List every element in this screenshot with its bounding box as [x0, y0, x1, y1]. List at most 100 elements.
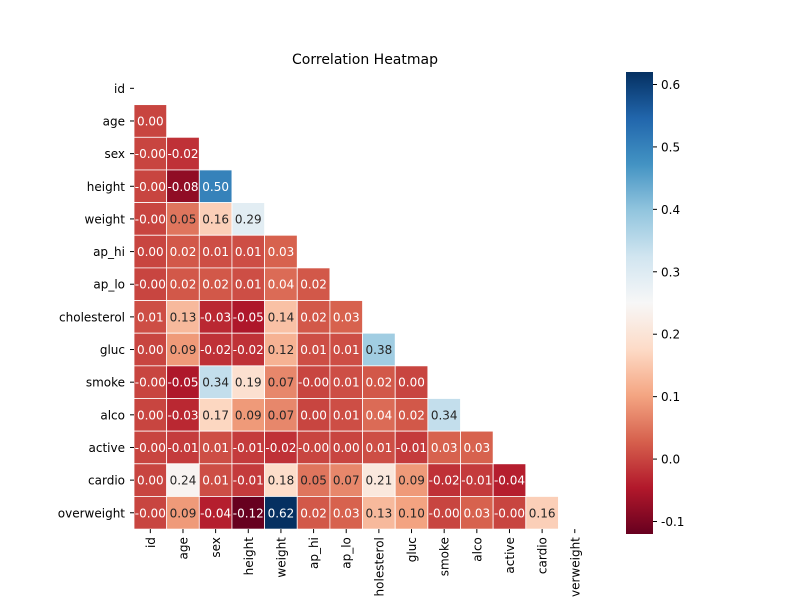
cell-value-label: 0.00 — [300, 408, 327, 422]
y-tick-label: active — [89, 441, 125, 455]
heatmap-cell — [329, 496, 363, 530]
y-tick-label: cholesterol — [59, 310, 125, 324]
heatmap-cell — [133, 398, 168, 432]
heatmap-cell — [296, 267, 331, 301]
cell-value-label: 0.01 — [137, 310, 164, 324]
cell-value-label: 0.00 — [137, 114, 164, 128]
heatmap-cell — [198, 169, 233, 203]
cell-value-label: -0.03 — [167, 408, 198, 422]
heatmap-cell — [460, 430, 494, 465]
cell-value-label: 0.00 — [137, 343, 164, 357]
cell-value-label: -0.01 — [233, 441, 264, 455]
cell-value-label: 0.02 — [170, 278, 197, 292]
cell-value-label: -0.01 — [396, 441, 427, 455]
cell-value-label: 0.05 — [170, 212, 197, 226]
cell-value-label: 0.01 — [333, 343, 360, 357]
x-axis-labels: id age sex height weight ap_hi ap_lo holesterol… — [144, 529, 582, 597]
cell-value-label: 0.01 — [235, 245, 262, 259]
x-tick-label: cardio — [536, 537, 550, 574]
heatmap-cell — [394, 398, 429, 432]
heatmap-cell — [166, 267, 200, 301]
heatmap-cell — [296, 365, 331, 399]
y-tick-label: smoke — [86, 376, 125, 390]
heatmap-cell — [166, 398, 200, 432]
colorbar-tick-label: -0.1 — [661, 515, 684, 529]
cell-value-label: 0.00 — [333, 441, 360, 455]
cell-value-label: -0.01 — [233, 474, 264, 488]
cell-value-label: 0.09 — [235, 408, 262, 422]
heatmap-cell — [264, 398, 298, 432]
cell-value-label: 0.12 — [268, 343, 295, 357]
cell-value-label: 0.14 — [268, 310, 295, 324]
cell-value-label: 0.03 — [431, 441, 458, 455]
heatmap-cell — [166, 234, 200, 269]
heatmap-cell — [133, 365, 168, 399]
heatmap-cell — [133, 496, 168, 530]
y-tick-label: weight — [85, 212, 126, 226]
cell-value-label: -0.00 — [135, 506, 166, 520]
cell-value-label: 0.02 — [202, 278, 229, 292]
cell-value-label: 0.01 — [300, 343, 327, 357]
colorbar-tick-label: 0.5 — [661, 140, 680, 154]
cell-value-label: -0.04 — [494, 474, 525, 488]
y-tick-label: gluc — [100, 343, 125, 357]
heatmap-cell — [427, 398, 461, 432]
y-tick-label: overweight — [58, 506, 126, 520]
x-tick-label: sex — [209, 537, 223, 558]
heatmap-cell — [231, 202, 265, 236]
cell-value-label: 0.03 — [463, 506, 490, 520]
cell-value-label: 0.00 — [137, 474, 164, 488]
cell-value-label: -0.02 — [265, 441, 296, 455]
cell-value-label: -0.00 — [135, 180, 166, 194]
cell-value-label: 0.03 — [333, 506, 360, 520]
heatmap-cell — [296, 463, 331, 497]
cell-value-label: 0.29 — [235, 212, 262, 226]
cell-value-label: -0.00 — [494, 506, 525, 520]
cell-value-label: 0.09 — [170, 506, 197, 520]
y-axis-labels: id age sex height weight ap_hi ap_lo cholestero… — [58, 82, 134, 520]
heatmap-cell — [362, 463, 396, 497]
x-tick-label: gluc — [405, 537, 419, 562]
heatmap-cell — [296, 300, 331, 334]
colorbar-tick-label: 0.1 — [661, 390, 680, 404]
colorbar-tick-label: 0.6 — [661, 78, 680, 92]
heatmap-cell — [296, 430, 331, 465]
cell-value-label: 0.01 — [333, 408, 360, 422]
heatmap-cell — [427, 463, 461, 497]
cell-value-label: 0.34 — [202, 376, 229, 390]
x-tick-label: ap_hi — [307, 537, 321, 569]
cell-value-label: -0.03 — [200, 310, 231, 324]
y-tick-label: cardio — [88, 474, 125, 488]
y-tick-label: sex — [104, 147, 125, 161]
colorbar-tick-label: 0.2 — [661, 328, 680, 342]
x-tick-label: smoke — [438, 537, 452, 576]
y-tick-label: age — [103, 114, 125, 128]
heatmap-cell — [231, 463, 265, 497]
heatmap-cell — [198, 332, 233, 367]
cell-value-label: 0.02 — [300, 278, 327, 292]
cell-value-label: 0.07 — [333, 474, 360, 488]
cell-value-label: 0.05 — [300, 474, 327, 488]
cell-value-label: 0.01 — [202, 245, 229, 259]
cell-value-label: -0.00 — [298, 441, 329, 455]
heatmap-cell — [525, 496, 559, 530]
cell-value-label: 0.50 — [202, 180, 229, 194]
colorbar-tick-label: 0.3 — [661, 265, 680, 279]
cell-value-label: -0.02 — [233, 343, 264, 357]
x-tick-label: age — [176, 537, 190, 559]
heatmap-cell — [198, 463, 233, 497]
cell-value-label: 0.00 — [137, 245, 164, 259]
cell-value-label: -0.00 — [135, 147, 166, 161]
colorbar-gradient — [626, 72, 653, 534]
x-tick-label: alco — [470, 537, 484, 562]
cell-value-label: 0.02 — [366, 376, 393, 390]
heatmap-cell — [460, 496, 494, 530]
heatmap-cell — [166, 300, 200, 334]
cell-value-label: 0.00 — [137, 408, 164, 422]
cell-value-label: 0.13 — [170, 310, 197, 324]
cell-value-label: 0.16 — [529, 506, 556, 520]
heatmap-cell — [198, 267, 233, 301]
cell-value-label: 0.03 — [333, 310, 360, 324]
cell-value-label: 0.01 — [202, 441, 229, 455]
x-tick-label: height — [242, 537, 256, 576]
